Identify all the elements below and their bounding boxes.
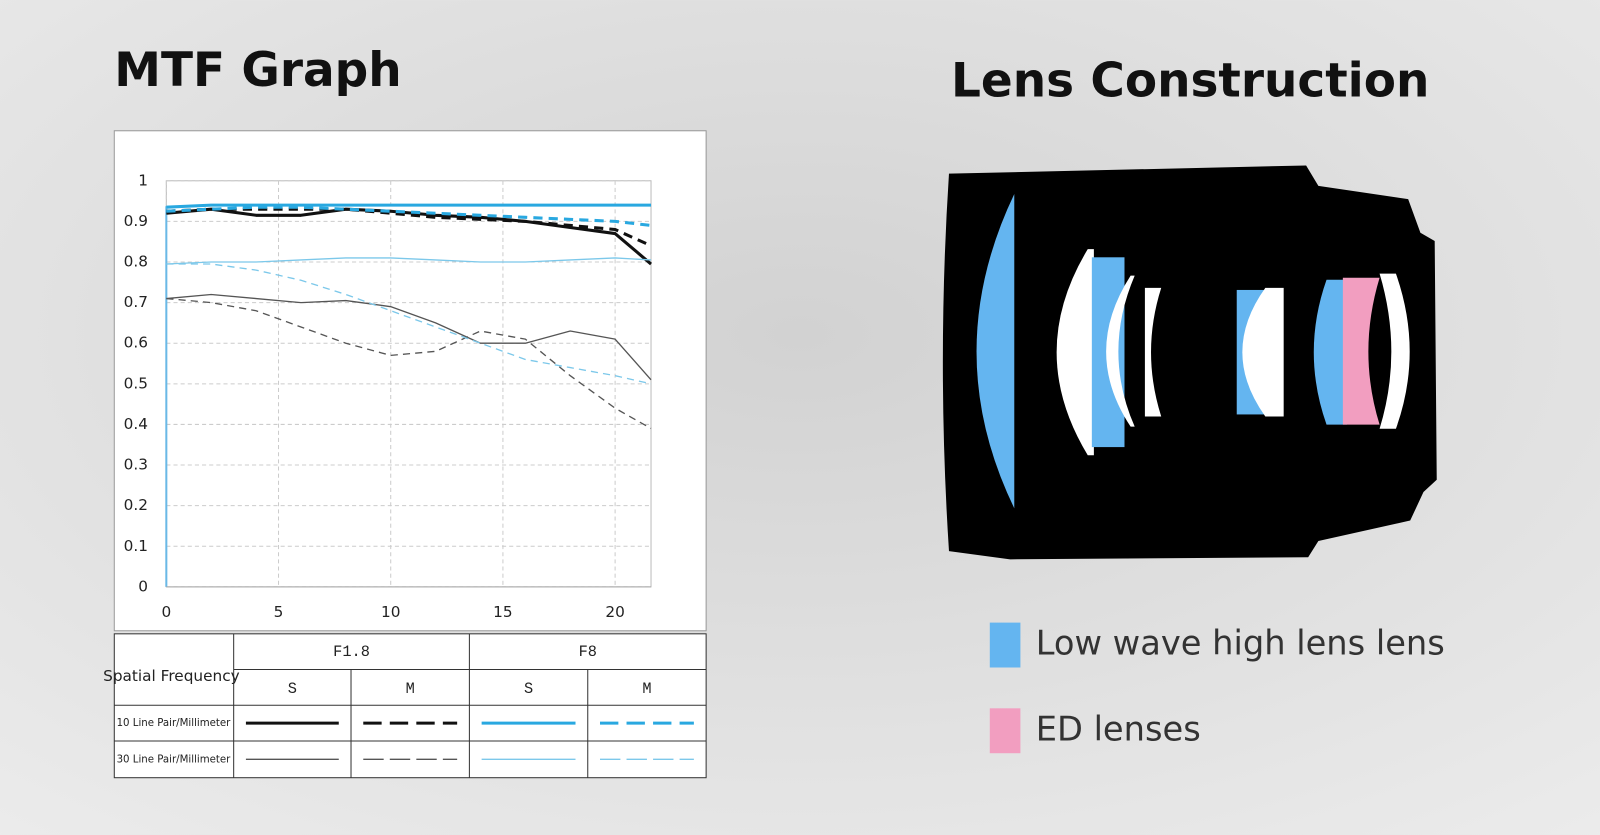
y-tick-label: 1 [138, 171, 148, 189]
position-header: S [288, 680, 297, 698]
lens-element [1379, 273, 1410, 429]
position-header: S [524, 680, 533, 698]
mtf-chart: 00.10.20.30.40.50.60.70.80.910 5 10 15 20 [124, 171, 653, 621]
mtf-line [166, 205, 652, 227]
aperture-header: F8 [579, 643, 597, 661]
y-tick-label: 0.5 [124, 374, 148, 392]
x-tick-label: 20 [605, 603, 624, 621]
y-tick-label: 0.1 [124, 537, 148, 555]
position-header: M [642, 680, 651, 698]
y-tick-label: 0.3 [124, 456, 148, 474]
mtf-title: MTF Graph [114, 43, 401, 98]
legend-table-content: Spatial Frequency F1.8 F8 S M S M 10 Line Pair/… [103, 633, 707, 778]
mtf-line [166, 293, 652, 381]
lens-diagram [942, 165, 1437, 560]
lens-element [1242, 287, 1284, 417]
lens-element [1056, 249, 1094, 456]
aperture-header: F1.8 [333, 643, 370, 661]
lens-element [1342, 277, 1380, 425]
row-label: 10 Line Pair/Millimeter [117, 718, 232, 729]
y-tick-label: 0.9 [124, 212, 148, 230]
lens-body [942, 165, 1437, 560]
row-label: 30 Line Pair/Millimeter [117, 754, 232, 765]
legend-swatch [989, 708, 1021, 754]
y-tick-label: 0 [138, 577, 148, 595]
mtf-line [166, 257, 652, 265]
legend-label: Low wave high lens lens [1036, 624, 1445, 663]
y-tick-label: 0.2 [124, 496, 148, 514]
lens-element [1106, 275, 1135, 427]
mtf-line [166, 203, 652, 209]
table-corner: Spatial Frequency [103, 667, 240, 685]
y-tick-label: 0.4 [124, 415, 148, 433]
lens-legend: Low wave high lens lens ED lenses [989, 622, 1445, 754]
lens-title: Lens Construction [951, 53, 1429, 108]
y-tick-label: 0.7 [124, 293, 148, 311]
lens-element [976, 194, 1015, 509]
lens-element [1144, 287, 1162, 417]
legend-label: ED lenses [1036, 709, 1201, 748]
x-tick-label: 0 [161, 603, 171, 621]
lens-element [1313, 279, 1347, 425]
legend-swatch [989, 622, 1021, 668]
mtf-line [166, 207, 652, 248]
y-tick-label: 0.6 [124, 334, 148, 352]
y-tick-label: 0.8 [124, 252, 148, 270]
position-header: M [406, 680, 415, 698]
x-tick-label: 10 [381, 603, 400, 621]
x-tick-label: 5 [274, 603, 284, 621]
x-tick-label: 15 [493, 603, 512, 621]
